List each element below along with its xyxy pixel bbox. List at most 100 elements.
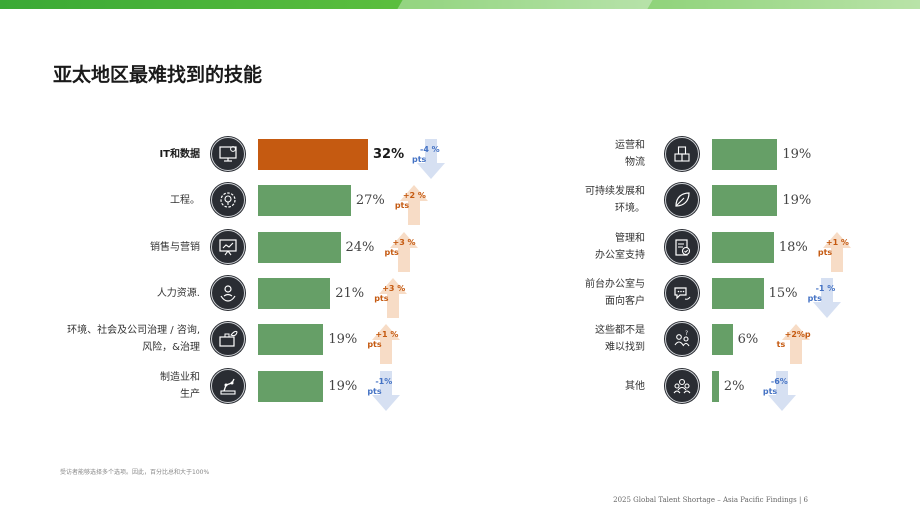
right-row-2-change-up-arrow: +1 % pts <box>818 230 852 274</box>
right-bar-0 <box>712 139 778 170</box>
left-bar-3 <box>258 278 331 309</box>
change-unit: pts <box>367 387 382 396</box>
chat-headset-icon <box>665 276 699 310</box>
left-row-3-change-up-arrow: +3 % pts <box>374 276 408 320</box>
change-value: +1 % <box>825 238 849 247</box>
label-line: 人力资源. <box>156 287 200 299</box>
right-row-5-change-down-arrow: -6% pts <box>763 369 797 413</box>
label-line: IT和数据 <box>159 148 200 160</box>
left-bar-0-value-label: 32% <box>373 147 405 162</box>
label-line: 工程。 <box>170 194 200 206</box>
right-bar-0-value-label: 19% <box>782 147 812 162</box>
computer-gear-icon <box>211 137 245 171</box>
change-unit: pts <box>762 387 778 396</box>
label-line: 这些都不是 <box>595 325 645 336</box>
left-bar-1-value-label: 27% <box>355 193 385 208</box>
change-value: +2 % <box>402 191 426 200</box>
label-line: 环境、社会及公司治理 / 咨询, <box>67 325 200 336</box>
change-value: -6% <box>770 377 788 386</box>
left-bar-5-value-label: 19% <box>328 379 358 394</box>
right-bar-1-value-label: 19% <box>782 193 812 208</box>
change-unit: ts <box>776 340 786 349</box>
label-line: 面向客户 <box>605 296 645 307</box>
clipboard-check-icon <box>665 230 699 264</box>
left-row-1-label: 工程。 <box>170 192 200 209</box>
change-value: -4 % <box>420 145 440 154</box>
left-bar-2 <box>258 232 341 263</box>
right-row-4-label: 这些都不是难以找到 <box>595 322 645 356</box>
right-row-3-label: 前台办公室与面向客户 <box>585 276 645 310</box>
label-line: 物流 <box>625 157 645 168</box>
left-row-4-change-up-arrow: +1 % pts <box>367 322 401 366</box>
left-bar-5 <box>258 371 324 402</box>
label-line: 管理和 <box>615 233 645 244</box>
left-bar-3-value-label: 21% <box>335 286 365 301</box>
change-value: -1 % <box>815 284 836 293</box>
change-unit: pts <box>374 294 389 303</box>
label-line: 风险，&治理 <box>142 342 200 353</box>
left-bar-1 <box>258 185 351 216</box>
label-line: 可持续发展和 <box>585 186 645 197</box>
change-unit: pts <box>394 201 410 210</box>
right-bar-5 <box>712 371 719 402</box>
left-row-5-label: 制造业和生产 <box>160 369 200 403</box>
left-row-2-change-up-arrow: +3 % pts <box>385 230 419 274</box>
right-row-3-change-down-arrow: -1 % pts <box>808 276 842 320</box>
left-row-0-change-down-arrow: -4 % pts <box>412 137 446 181</box>
right-bar-2-value-label: 18% <box>778 240 808 255</box>
change-unit: pts <box>412 155 427 164</box>
change-value: +1 % <box>375 330 399 339</box>
change-unit: pts <box>807 294 822 303</box>
label-line: 生产 <box>180 389 200 400</box>
left-row-0-label: IT和数据 <box>159 146 200 163</box>
label-line: 环境。 <box>615 203 645 214</box>
robot-arm-icon <box>211 369 245 403</box>
right-row-2-label: 管理和办公室支持 <box>595 230 645 264</box>
gear-bulb-icon <box>211 183 245 217</box>
right-row-5-label: 其他 <box>625 378 645 395</box>
change-value: +3 % <box>392 238 416 247</box>
change-value: +3 % <box>382 284 406 293</box>
page-footer: 2025 Global Talent Shortage – Asia Pacif… <box>613 496 808 504</box>
right-bar-4-value-label: 6% <box>737 332 759 347</box>
right-row-0-label: 运营和物流 <box>615 137 645 171</box>
left-bar-0 <box>258 139 368 170</box>
change-value: -1% <box>375 377 393 386</box>
left-bar-4 <box>258 324 324 355</box>
footnote: 受访者能够选择多个选项。因此，百分比总和大于100% <box>60 469 210 476</box>
right-bar-2 <box>712 232 774 263</box>
left-row-4-label: 环境、社会及公司治理 / 咨询, 风险，&治理 <box>67 322 200 356</box>
briefcase-leaf-icon <box>211 322 245 356</box>
group-icon <box>665 369 699 403</box>
left-row-1-change-up-arrow: +2 % pts <box>395 183 429 227</box>
person-hands-icon <box>211 276 245 310</box>
leaf-icon <box>665 183 699 217</box>
right-bar-3 <box>712 278 764 309</box>
label-line: 前台办公室与 <box>585 279 645 290</box>
left-bar-4-value-label: 19% <box>328 332 358 347</box>
label-line: 其他 <box>625 380 645 392</box>
label-line: 销售与营销 <box>150 241 200 253</box>
left-bar-2-value-label: 24% <box>345 240 375 255</box>
svg-text:?: ? <box>685 330 688 337</box>
change-unit: pts <box>817 248 833 257</box>
right-row-1-label: 可持续发展和环境。 <box>585 183 645 217</box>
left-row-3-label: 人力资源. <box>157 285 200 302</box>
right-bar-1 <box>712 185 778 216</box>
change-value: +2%p <box>784 330 811 339</box>
label-line: 难以找到 <box>605 342 645 353</box>
label-line: 制造业和 <box>160 372 200 383</box>
label-line: 运营和 <box>615 140 645 151</box>
right-row-4-change-up-arrow: +2%p ts <box>777 322 811 366</box>
label-line: 办公室支持 <box>595 250 645 261</box>
right-bar-5-value-label: 2% <box>723 379 745 394</box>
people-question-icon: ? <box>665 322 699 356</box>
change-unit: pts <box>384 248 399 257</box>
change-unit: pts <box>367 340 382 349</box>
page-title: 亚太地区最难找到的技能 <box>53 64 263 86</box>
right-bar-3-value-label: 15% <box>768 286 798 301</box>
boxes-icon <box>665 137 699 171</box>
presentation-chart-icon <box>211 230 245 264</box>
brand-header-stripe <box>0 0 920 9</box>
left-row-2-label: 销售与营销 <box>150 239 200 256</box>
